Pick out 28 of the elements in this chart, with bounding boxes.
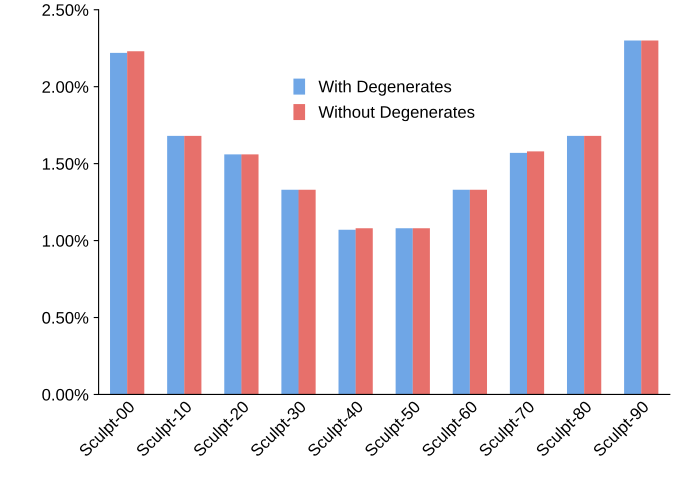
bar [412, 228, 430, 394]
bar [624, 40, 642, 394]
bar [241, 154, 259, 394]
bar [298, 190, 316, 394]
bar [470, 190, 488, 394]
legend-label: With Degenerates [318, 80, 452, 96]
bar [110, 52, 128, 394]
bar [510, 152, 527, 394]
y-tick-label: 2.50% [42, 4, 88, 16]
bar [452, 190, 470, 394]
y-tick-label: 2.00% [42, 81, 88, 93]
bar [281, 190, 299, 394]
bar [641, 40, 658, 394]
bar [584, 136, 602, 394]
bar [527, 151, 544, 394]
bar [338, 230, 356, 394]
y-tick-label: 0.50% [42, 312, 88, 324]
y-tick-label: 0.00% [42, 388, 88, 401]
bar [566, 136, 584, 394]
bar [356, 228, 373, 394]
bar [167, 136, 184, 394]
bar [127, 51, 144, 394]
y-tick-label: 1.00% [42, 234, 88, 247]
bar [224, 154, 242, 394]
bar [396, 228, 413, 394]
legend-label: Without Degenerates [318, 106, 474, 122]
bar [184, 136, 202, 394]
y-tick-label: 1.50% [42, 158, 88, 170]
